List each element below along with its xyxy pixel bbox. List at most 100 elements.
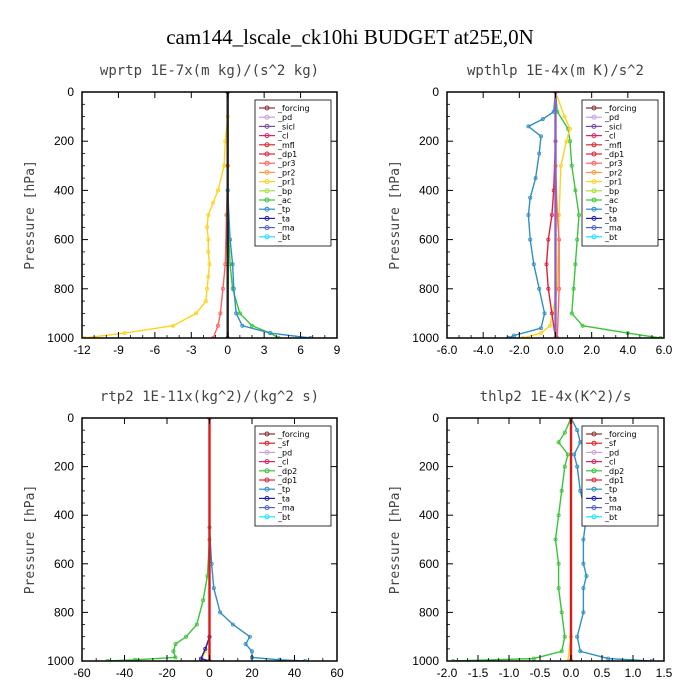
y-axis-label: Pressure [hPa] — [23, 485, 38, 595]
legend-marker — [264, 206, 270, 212]
x-tick-label: -40 — [116, 666, 134, 680]
legend-marker — [591, 505, 597, 511]
figure-title: cam144_lscale_ck10hi BUDGET at25E,0N — [166, 25, 534, 49]
data-point — [575, 464, 580, 469]
data-point — [571, 286, 576, 291]
legend: _forcing_pd_sicl_cl_mfl_dp1_pr3_pr2_pr1_… — [254, 99, 332, 247]
y-tick-label: 200 — [54, 134, 74, 148]
x-tick-label: 0.0 — [563, 666, 580, 680]
legend-marker — [591, 495, 597, 501]
x-tick-label: 3 — [261, 343, 268, 357]
data-point — [173, 655, 178, 660]
panel-title: thlp2 1E-4x(K^2)/s — [480, 389, 632, 405]
data-point — [556, 586, 561, 591]
data-point — [201, 598, 206, 603]
legend-entry: _ma — [604, 224, 622, 233]
data-point — [451, 659, 456, 661]
legend-marker — [264, 440, 270, 446]
data-point — [218, 311, 223, 316]
legend-marker — [591, 225, 597, 231]
data-point — [231, 286, 236, 291]
data-point — [559, 649, 564, 654]
data-point — [207, 262, 212, 267]
x-tick-label: 1.0 — [625, 666, 642, 680]
data-point — [573, 262, 578, 267]
data-point — [511, 333, 516, 338]
y-tick-label: 0 — [432, 411, 439, 425]
legend-marker — [264, 151, 270, 157]
panel-4: thlp2 1E-4x(K^2)/s Pressure [hPa] -2.0 -1.5… — [388, 389, 673, 680]
data-point — [557, 237, 562, 242]
legend-entry: _bp — [604, 187, 619, 196]
legend-entry: _pr2 — [277, 168, 295, 177]
data-point — [243, 642, 248, 647]
x-tick-label: 4.0 — [619, 343, 636, 357]
data-point — [559, 610, 564, 615]
data-point — [528, 195, 533, 200]
series-line-tp — [208, 418, 306, 661]
panel-2: wpthlp 1E-4x(m K)/s^2 Pressure [hPa] -6.0 -… — [388, 63, 673, 357]
y-tick-label: 400 — [54, 183, 74, 197]
data-point — [122, 331, 127, 336]
x-tick-label: -2.0 — [437, 666, 458, 680]
data-point — [539, 331, 544, 336]
y-tick-label: 1000 — [412, 331, 439, 345]
data-point — [526, 124, 531, 129]
legend-entry: _ac — [604, 196, 618, 205]
legend-marker — [591, 114, 597, 120]
legend-marker — [264, 169, 270, 175]
legend-entry: _pd — [604, 448, 619, 457]
legend-marker — [591, 468, 597, 474]
legend-marker — [591, 431, 597, 437]
x-tick-label: 20 — [245, 666, 259, 680]
y-axis-label: Pressure [hPa] — [388, 160, 403, 270]
legend-marker — [264, 431, 270, 437]
legend-marker — [591, 514, 597, 520]
legend-marker — [591, 486, 597, 492]
y-tick-label: 0 — [432, 85, 439, 99]
series-line-pr3 — [212, 92, 229, 338]
y-tick-label: 1000 — [47, 331, 74, 345]
legend-marker — [591, 142, 597, 148]
data-point — [546, 286, 551, 291]
y-tick-label: 600 — [419, 233, 439, 247]
data-point — [565, 452, 570, 457]
legend-entry: _ta — [277, 494, 290, 503]
legend-marker — [591, 459, 597, 465]
x-tick-label: 2.0 — [583, 343, 600, 357]
x-tick-label: -4.0 — [473, 343, 494, 357]
legend-marker — [591, 133, 597, 139]
y-tick-label: 200 — [54, 460, 74, 474]
data-point — [220, 286, 225, 291]
y-tick-label: 600 — [419, 557, 439, 571]
data-point — [581, 610, 586, 615]
data-point — [557, 286, 562, 291]
legend-entry: _dp2 — [604, 467, 624, 476]
legend-entry: _pr1 — [604, 178, 622, 187]
data-point — [584, 574, 589, 579]
data-point — [303, 659, 308, 661]
data-point — [199, 659, 203, 661]
data-point — [562, 464, 567, 469]
data-point — [240, 323, 245, 328]
data-point — [546, 237, 551, 242]
legend-marker — [591, 206, 597, 212]
legend-marker — [591, 151, 597, 157]
legend-entry: _dp1 — [604, 150, 624, 159]
legend-marker — [591, 234, 597, 240]
legend-entry: _sf — [277, 439, 289, 448]
data-point — [533, 176, 538, 181]
data-point — [211, 200, 216, 205]
x-tick-label: 0.0 — [547, 343, 564, 357]
legend-marker — [264, 495, 270, 501]
x-tick-label: 1.5 — [656, 666, 673, 680]
y-tick-label: 800 — [54, 605, 74, 619]
data-point — [573, 188, 578, 193]
data-point — [558, 163, 563, 168]
y-tick-label: 800 — [419, 282, 439, 296]
data-point — [173, 642, 178, 647]
y-tick-label: 600 — [54, 233, 74, 247]
x-tick-label: 60 — [330, 666, 344, 680]
legend-entry: _pr2 — [604, 168, 622, 177]
